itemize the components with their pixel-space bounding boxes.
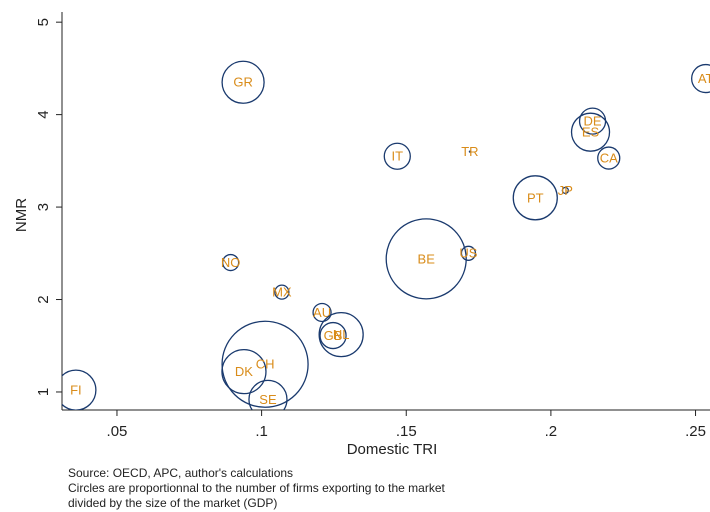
point-label: BE [418, 251, 436, 266]
point-label: US [459, 246, 477, 261]
point-label: DE [584, 114, 602, 129]
point-label: AT [698, 71, 710, 86]
note: Source: OECD, APC, author's calculations [68, 466, 293, 480]
note: divided by the size of the market (GDP) [68, 496, 277, 510]
bubble [468, 150, 472, 153]
bubble [561, 186, 570, 195]
x-tick-label: .1 [255, 423, 268, 440]
y-tick-label: 3 [35, 203, 52, 211]
bubble [221, 320, 309, 408]
point-label: JP [558, 183, 573, 198]
bubble [248, 379, 288, 410]
point-label: GB [324, 328, 343, 343]
point-label: GR [233, 75, 253, 90]
point-label: ES [582, 125, 600, 140]
bubble [221, 60, 265, 104]
point-label: NO [221, 255, 241, 270]
note: Circles are proportionnal to the number … [68, 481, 446, 495]
point-label: DK [235, 364, 253, 379]
bubble [691, 63, 710, 94]
bubble [385, 218, 467, 300]
bubble [221, 348, 267, 395]
y-tick-label: 2 [35, 295, 52, 303]
x-tick-label: .15 [396, 423, 417, 440]
bubble [222, 253, 240, 272]
point-label: NL [333, 327, 350, 342]
bubble [274, 284, 290, 300]
point-label: AU [313, 305, 331, 320]
bubble [383, 142, 411, 170]
x-tick-label: .2 [545, 423, 558, 440]
y-tick-label: 4 [35, 110, 52, 118]
y-axis-title: NMR [13, 198, 30, 232]
point-label: CA [600, 151, 618, 166]
bubble [312, 302, 332, 323]
x-tick-label: .05 [107, 423, 128, 440]
bubble [318, 312, 364, 358]
point-label: MX [272, 285, 292, 300]
y-tick-label: 5 [35, 18, 52, 26]
point-label: IT [392, 149, 404, 164]
bubble [597, 146, 621, 170]
bubble [570, 112, 611, 152]
point-label: SE [259, 392, 277, 407]
bubble [512, 175, 558, 221]
point-label: CH [256, 357, 275, 372]
y-tick-label: 1 [35, 388, 52, 396]
bubble [319, 321, 347, 350]
bubble [62, 369, 97, 410]
point-label: FI [70, 383, 82, 398]
x-axis-title: Domestic TRI [347, 441, 438, 458]
x-tick-label: .25 [685, 423, 706, 440]
point-label: PT [527, 190, 544, 205]
point-label: TR [461, 144, 478, 159]
bubble [460, 245, 477, 261]
